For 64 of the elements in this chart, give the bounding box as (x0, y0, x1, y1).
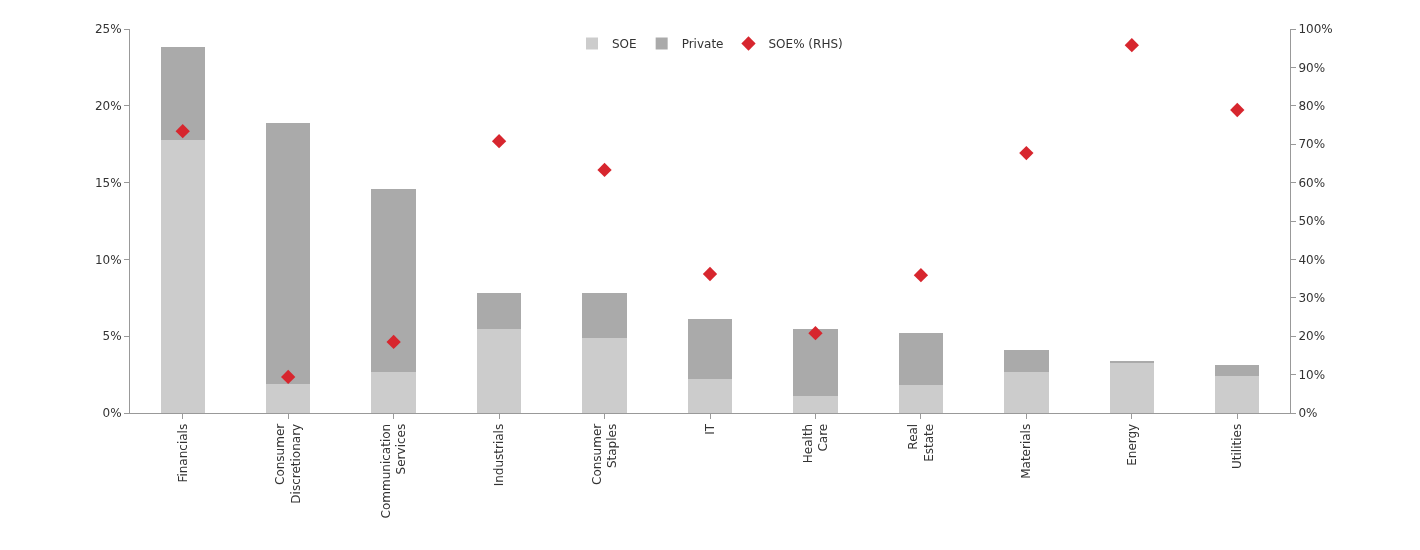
bar (160, 47, 205, 140)
point (491, 133, 507, 149)
x-tick-label: IT (702, 423, 717, 435)
point (808, 325, 823, 341)
y2-tick-label: 20% (1298, 329, 1326, 344)
y2-tick-label: 0% (1298, 406, 1318, 421)
y2-tick-label: 10% (1298, 367, 1326, 382)
point (386, 334, 401, 350)
legend-label: SOE% (RHS) (768, 37, 843, 52)
y-tick-label: 20% (94, 99, 122, 113)
bar (898, 333, 944, 386)
bar (1109, 360, 1154, 363)
bar (371, 371, 416, 413)
point (175, 123, 190, 139)
legend-label: SOE (612, 37, 637, 52)
y-tick-label: 5% (102, 329, 122, 344)
point (1230, 102, 1245, 118)
legend-label: Private (681, 37, 724, 52)
point (702, 266, 718, 282)
y-tick-label: 15% (94, 175, 122, 190)
bar (160, 139, 205, 413)
bar (793, 396, 838, 413)
bar (266, 383, 311, 413)
bar (1004, 371, 1049, 413)
bar (1215, 376, 1260, 413)
x-tick-label: Materials (1019, 423, 1034, 479)
y2-tick-label: 40% (1298, 252, 1326, 267)
bar (1004, 350, 1049, 372)
y2-tick-label: 70% (1298, 137, 1326, 152)
bar (898, 385, 944, 413)
bar (266, 122, 311, 384)
y2-tick-label: 60% (1298, 175, 1326, 190)
x-tick-label: Communication Services (378, 423, 409, 519)
y2-tick-label: 30% (1298, 291, 1326, 305)
bar (371, 188, 416, 372)
y-tick-label: 10% (94, 252, 122, 267)
y-tick-label: 0% (102, 406, 122, 421)
bar (793, 328, 838, 397)
point (597, 162, 612, 178)
point (1124, 37, 1139, 53)
x-tick-label: Consumer Discretionary (273, 423, 303, 504)
point (913, 267, 929, 283)
x-tick-label: Health Care (800, 423, 831, 464)
y2-tick-label: 50% (1298, 214, 1326, 229)
x-tick-label: Industrials (491, 423, 506, 487)
bar (1109, 362, 1154, 413)
bar (687, 379, 733, 413)
y2-tick-label: 100% (1298, 22, 1333, 37)
x-tick-label: Financials (175, 423, 190, 483)
point (281, 369, 296, 385)
bar (476, 293, 522, 329)
bar (582, 293, 627, 338)
x-tick-label: Real Estate (906, 423, 936, 462)
point (1019, 145, 1034, 161)
bar (1215, 365, 1260, 377)
y2-tick-label: 90% (1298, 60, 1326, 75)
bar (476, 328, 522, 413)
y-tick-label: 25% (94, 22, 122, 37)
bar (582, 337, 627, 413)
y2-tick-label: 80% (1298, 99, 1326, 113)
x-tick-label: Energy (1124, 423, 1139, 466)
x-tick-label: Consumer Staples (589, 423, 620, 485)
x-tick-label: Utilities (1230, 423, 1245, 469)
bar (687, 319, 733, 380)
